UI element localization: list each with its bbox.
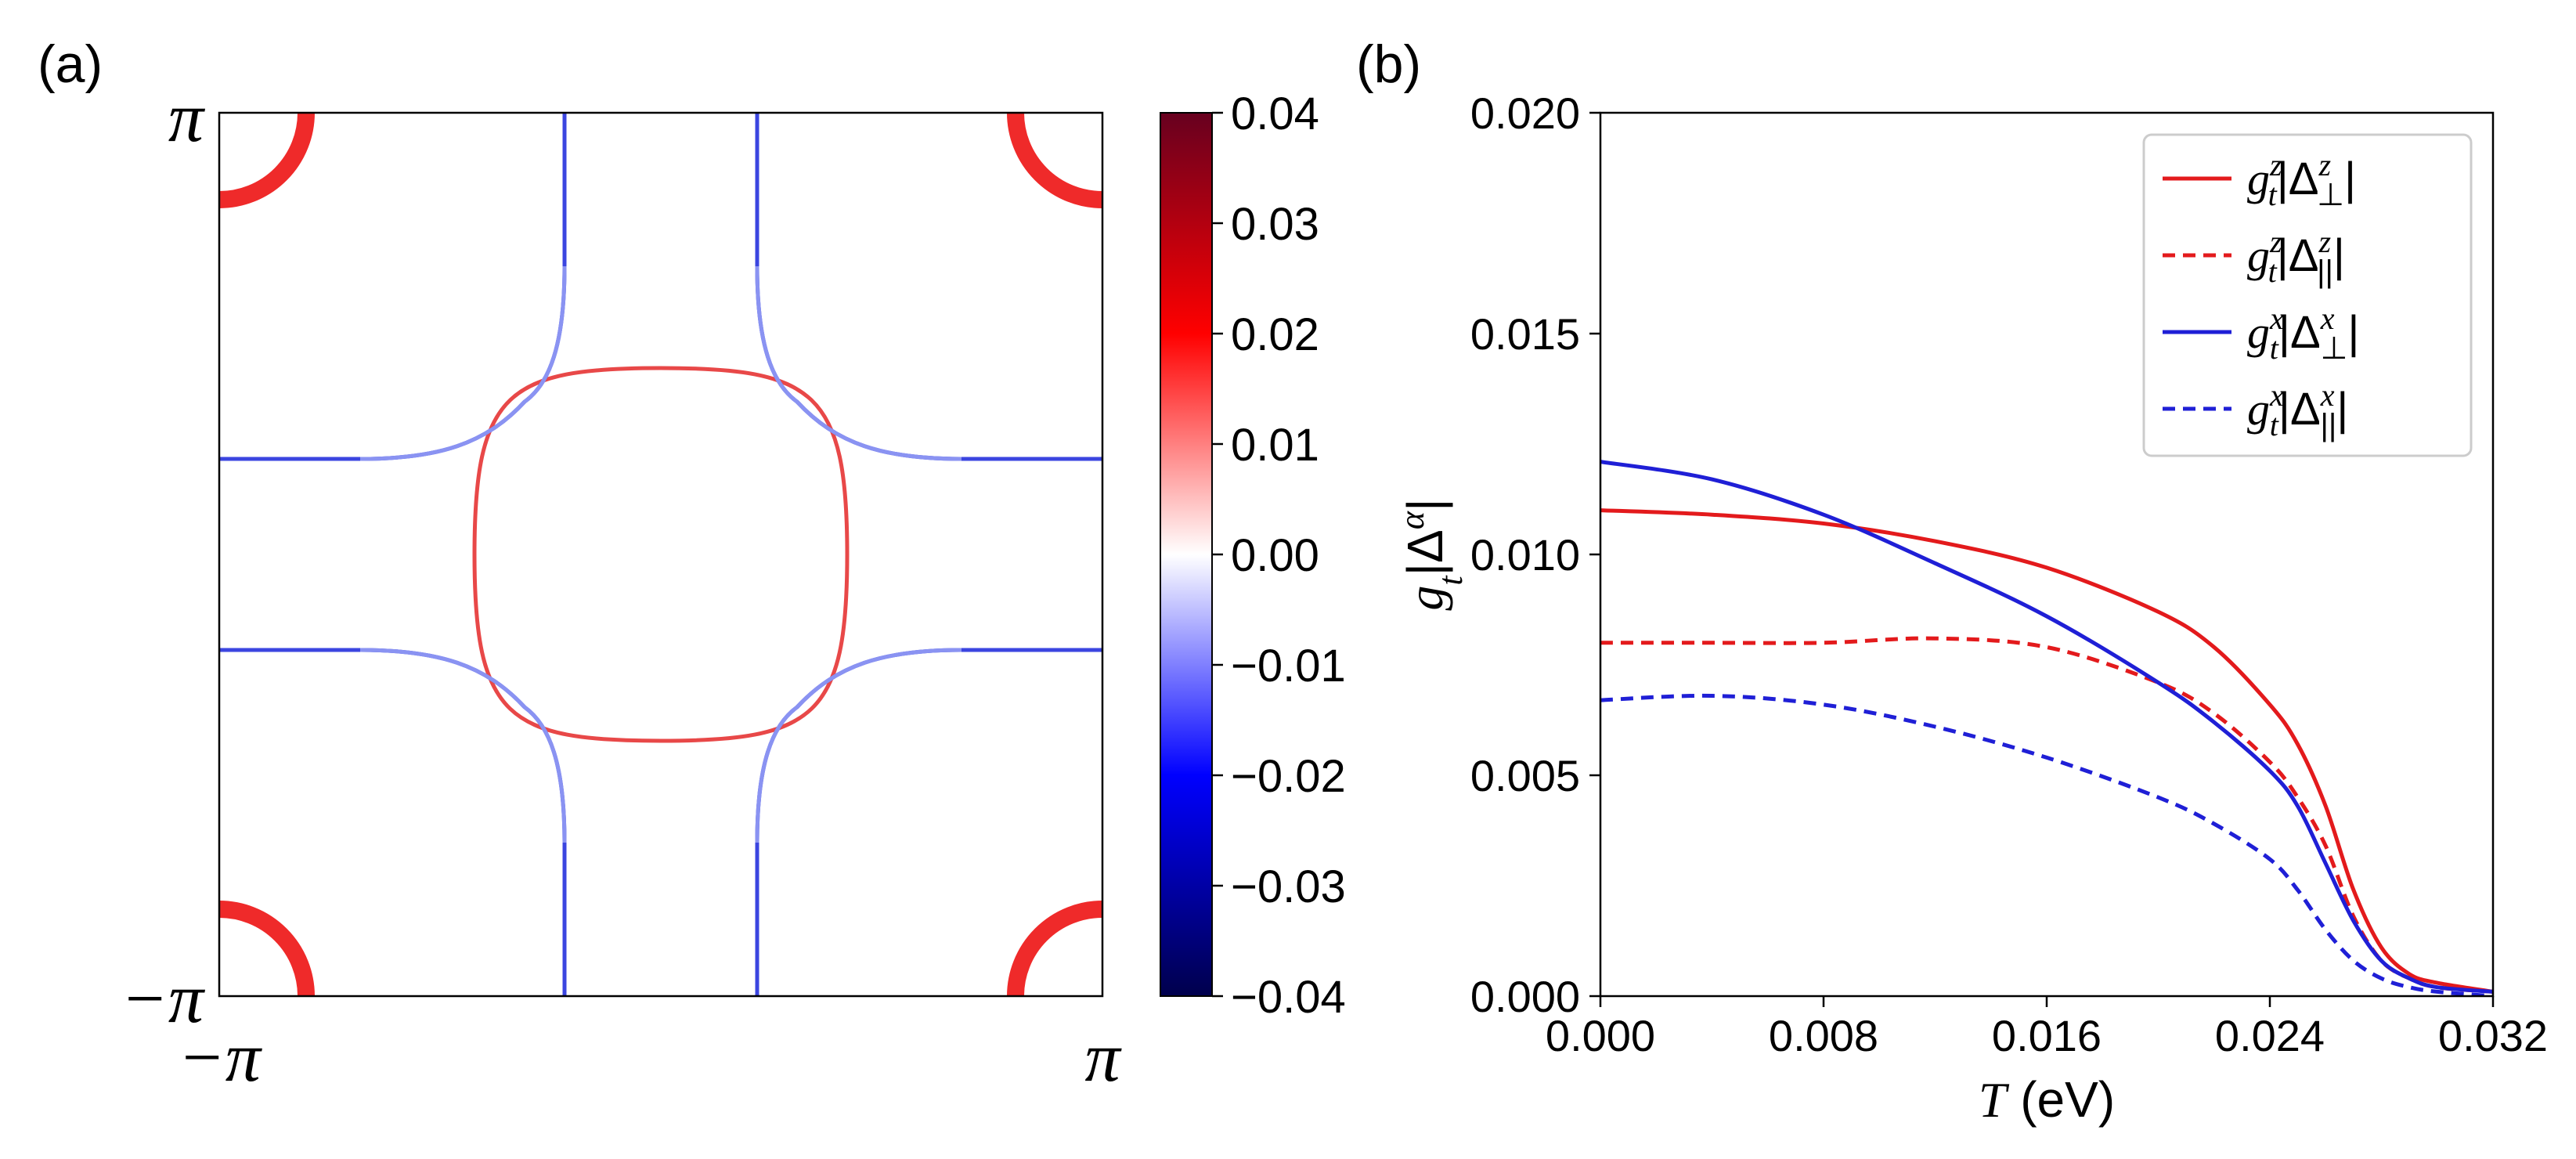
colorbar-tick-label: −0.01: [1231, 641, 1346, 691]
colorbar-tick-label: 0.02: [1231, 309, 1319, 360]
colorbar-tick-label: −0.02: [1231, 751, 1346, 802]
series-z-parallel: [1600, 636, 2493, 994]
outer-surface-light-tl: [359, 265, 567, 461]
y-tick-label: 0.010: [1470, 530, 1580, 580]
legend: gz t|Δz ⊥| gz t|Δz ||| gx t|Δx ⊥| gx t|Δx |||: [2142, 133, 2473, 457]
colorbar-tick-label: 0.01: [1231, 420, 1319, 471]
y-tick-label: 0.020: [1470, 88, 1580, 138]
ylabel-max: π: [168, 79, 206, 157]
outer-surface-bottom-left: [219, 648, 567, 996]
legend-entry-4: gx t|Δx |||: [2163, 377, 2348, 442]
corner-pocket-top-left: [219, 113, 315, 208]
svg-text:gxt|Δx|||: gx t|Δx |||: [2247, 377, 2348, 442]
legend-entry-3: gx t|Δx ⊥|: [2163, 301, 2359, 366]
colorbar-gradient: [1160, 112, 1213, 997]
fermi-surface-plot: [219, 113, 1102, 996]
corner-pocket-bottom-left: [219, 901, 315, 996]
legend-box: [2142, 133, 2473, 457]
panel-b: (b) 0.000 0.008 0.016 0.024 0.0320.0000.0050…: [1356, 34, 2548, 1128]
x-tick-label: 0.000: [1546, 1011, 1655, 1060]
colorbar-tick-label: 0.03: [1231, 199, 1319, 250]
outer-surface-light-tr: [755, 265, 962, 461]
xlabel-min: −π: [178, 1019, 263, 1096]
plot-a-frame: [218, 111, 1104, 998]
colorbar-tick-label: −0.03: [1231, 861, 1346, 912]
outer-surface-bottom-right: [755, 648, 1102, 996]
outer-surface-top-right: [755, 113, 1102, 461]
legend-entry-1: gz t|Δz ⊥|: [2163, 147, 2356, 212]
y-axis-label: gt|Δα|: [1393, 498, 1470, 610]
corner-pocket-top-right: [1007, 113, 1102, 208]
legend-entry-2: gz t|Δz |||: [2163, 224, 2345, 289]
colorbar-tick-label: 0.04: [1231, 88, 1319, 139]
outer-surface-light-br: [755, 648, 962, 843]
panel-b-label: (b): [1356, 34, 1421, 94]
x-tick-label: 0.032: [2438, 1011, 2548, 1060]
x-axis-label: T (eV): [1979, 1071, 2115, 1128]
y-tick-label: 0.015: [1470, 309, 1580, 359]
corner-pocket-bottom-right: [1007, 901, 1102, 996]
outer-surface-light-bl: [359, 648, 567, 843]
outer-surface-top-left: [219, 113, 567, 461]
svg-text:gxt|Δx⊥|: gx t|Δx ⊥|: [2247, 301, 2359, 366]
svg-text:gzt|Δz|||: gz t|Δz |||: [2247, 224, 2345, 289]
colorbar: 0.04 0.03 0.02 0.01 0.00 −0.01 −0.02 −0.03 −0.04: [1160, 88, 1346, 1023]
y-tick-label: 0.005: [1470, 751, 1580, 800]
central-pocket: [472, 366, 850, 743]
x-tick-label: 0.016: [1992, 1011, 2102, 1060]
x-tick-label: 0.024: [2215, 1011, 2325, 1060]
colorbar-tick-label: 0.00: [1231, 530, 1319, 581]
panel-a: (a): [38, 34, 1346, 1096]
panel-a-label: (a): [38, 34, 103, 94]
series-x-perp: [1600, 460, 2493, 994]
colorbar-tick-label: −0.04: [1231, 972, 1346, 1023]
series-x-parallel: [1600, 693, 2493, 996]
xlabel-max: π: [1084, 1019, 1122, 1096]
x-tick-label: 0.008: [1769, 1011, 1878, 1060]
colorbar-ticks: 0.04 0.03 0.02 0.01 0.00 −0.01 −0.02 −0.03 −0.04: [1212, 88, 1346, 1023]
series-group: [1600, 460, 2493, 996]
axis-ticks: 0.000 0.008 0.016 0.024 0.032 0.000 0.005 0.010…: [1470, 88, 2548, 1060]
y-tick-label: 0.000: [1470, 972, 1580, 1021]
ylabel-min: −π: [121, 960, 206, 1038]
svg-text:gzt|Δz⊥|: gz t|Δz ⊥|: [2247, 147, 2356, 212]
series-z-perp: [1600, 508, 2493, 994]
